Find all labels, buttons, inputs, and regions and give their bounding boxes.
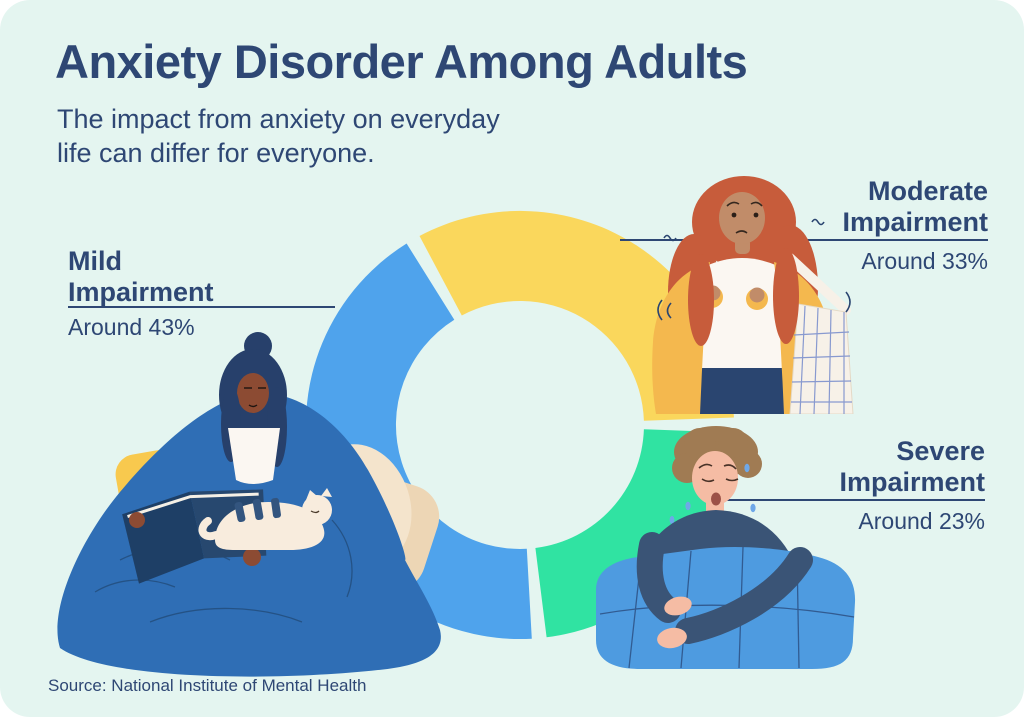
arm-right [675, 547, 813, 644]
tremble-marks [657, 218, 851, 321]
fist-right [749, 287, 765, 303]
severe-impairment-label: Severe Impairment [839, 436, 985, 497]
hand-left [664, 596, 692, 616]
subtitle-line-1: The impact from anxiety on everyday [57, 104, 500, 134]
right-hand [243, 548, 261, 566]
subtitle-line-2: life can differ for everyone. [57, 138, 375, 169]
worried-face-details [726, 201, 763, 234]
hair-front-left [688, 254, 714, 346]
page-subtitle: The impact from anxiety on everyday life… [57, 102, 500, 170]
mild-impairment-label: Mild Impairment [68, 246, 214, 307]
woman-head [219, 332, 287, 467]
moderate-impairment-value: Around 33% [861, 248, 988, 274]
anxious-woman-with-tote-bag-illustration [652, 176, 854, 414]
severe-impairment-value: Around 23% [858, 508, 985, 534]
eye-left [731, 212, 737, 218]
tired-face-details [698, 463, 739, 483]
sweat-drops [669, 463, 756, 524]
white-top [700, 258, 785, 372]
face [719, 192, 765, 244]
reading-woman-with-cat-illustration [57, 332, 441, 677]
navy-skirt [688, 368, 796, 414]
face [237, 373, 269, 413]
hair-front-right [773, 248, 799, 344]
worried-person-under-blanket-illustration [596, 426, 856, 669]
cat-head [302, 495, 332, 525]
arm-left [636, 532, 681, 623]
cat-tail [198, 517, 220, 541]
tote-grid [791, 305, 852, 414]
eye-right [753, 212, 759, 218]
moderate-impairment-label: Moderate Impairment [842, 176, 988, 237]
cat-stripes [234, 497, 281, 523]
source-attribution: Source: National Institute of Mental Hea… [48, 676, 367, 695]
tote-strap [785, 253, 851, 315]
page-title: Anxiety Disorder Among Adults [55, 35, 748, 88]
white-shirt [228, 428, 280, 484]
hand-right [657, 627, 687, 649]
cat-ear-2 [321, 488, 332, 497]
cat-closed-eye [310, 510, 320, 514]
cat-ear [306, 490, 317, 500]
sleeping-cat [198, 488, 332, 550]
tote-bag [789, 303, 854, 414]
open-mouth [711, 492, 721, 506]
face-details [244, 387, 266, 408]
mild-impairment-value: Around 43% [68, 314, 195, 340]
left-hand [129, 512, 145, 528]
